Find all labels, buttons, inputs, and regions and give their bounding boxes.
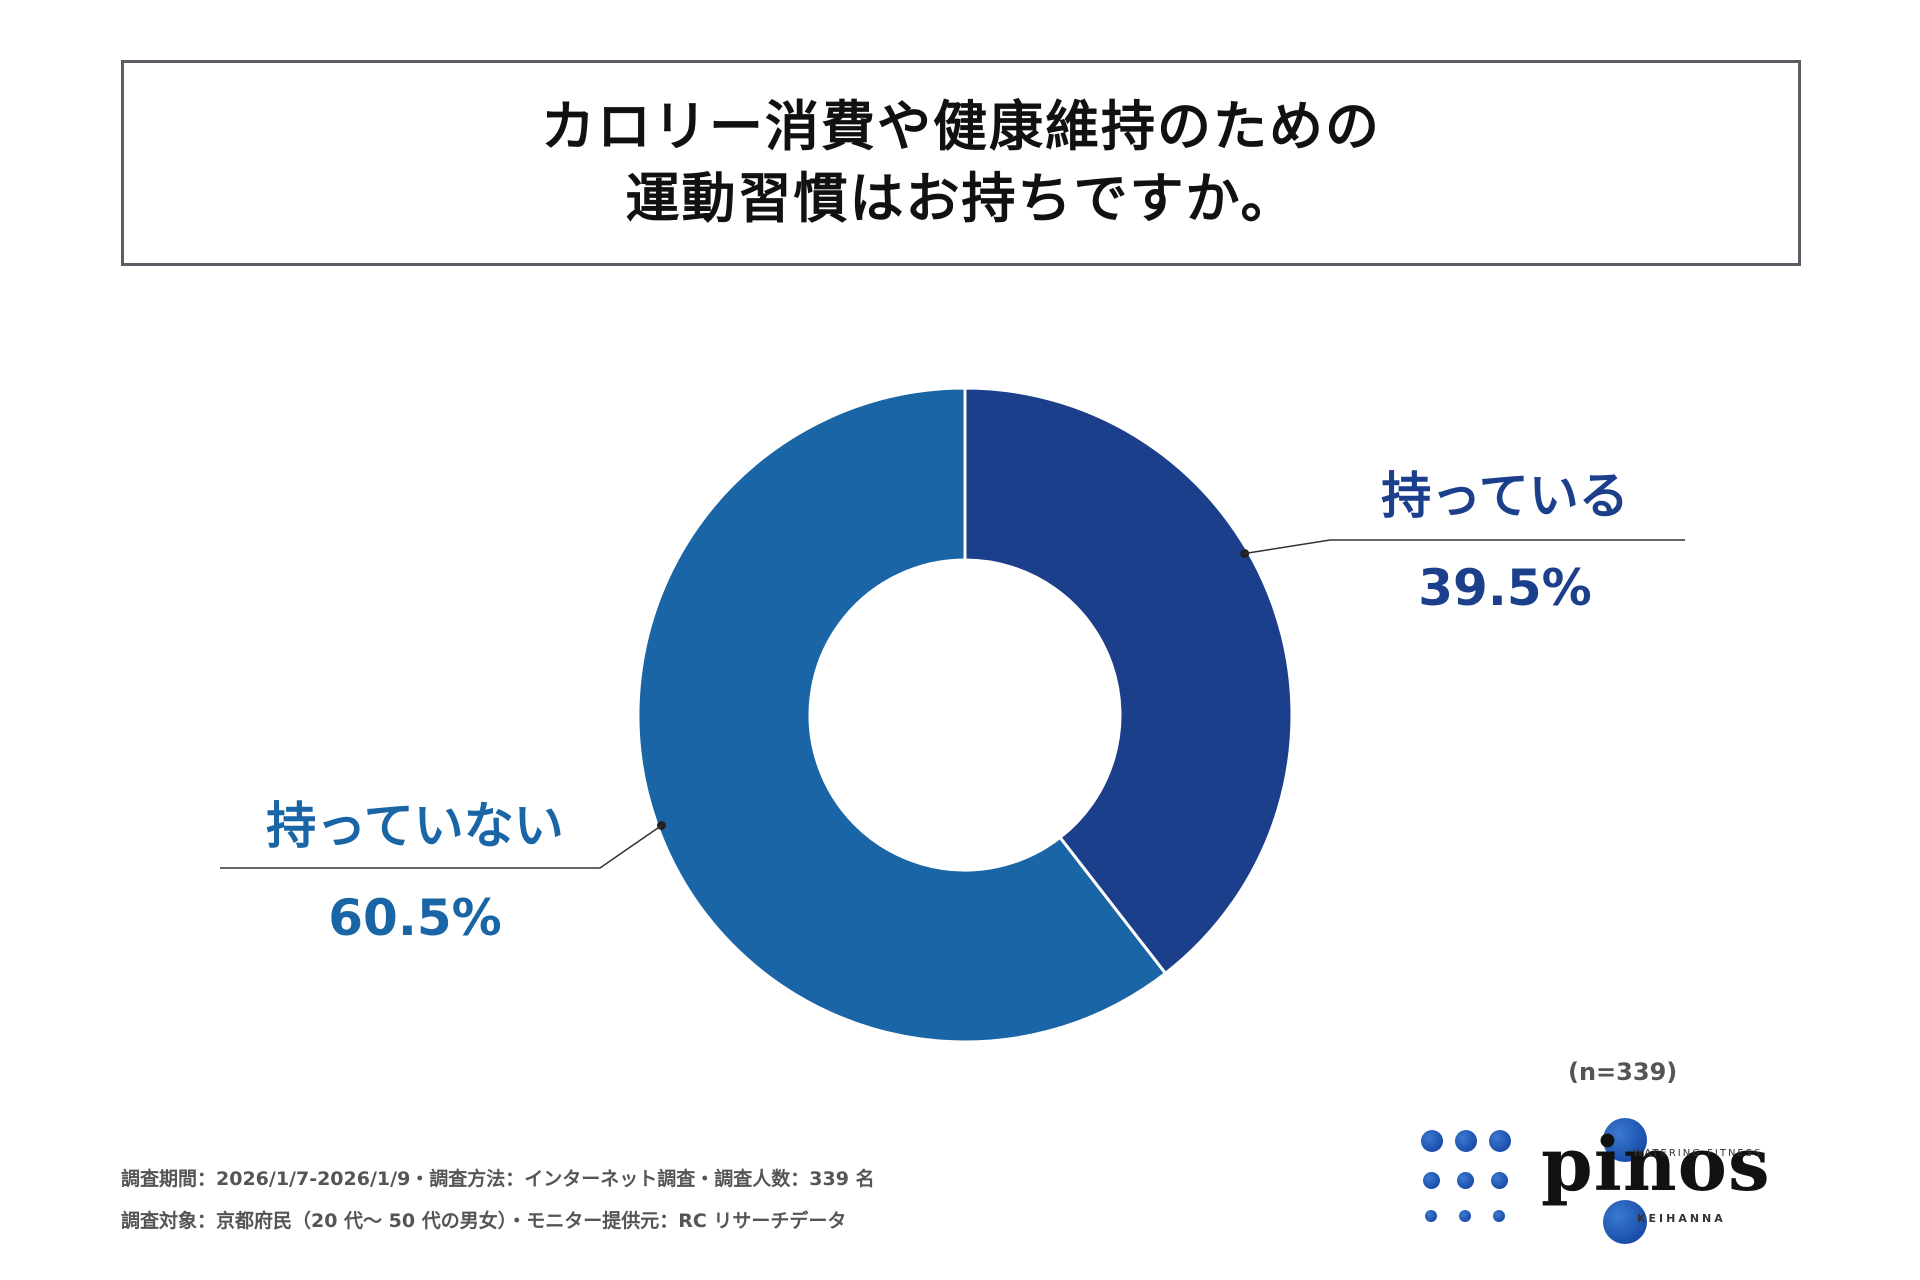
donut-labels: 持っている 39.5% 持っていない 60.5%	[220, 467, 1685, 947]
sample-size-label: (n=339)	[1568, 1058, 1678, 1086]
donut-slice	[636, 386, 1168, 1044]
logo-i-dot	[1603, 1200, 1647, 1244]
logo-dot	[1455, 1130, 1477, 1152]
slice-value-label: 60.5%	[328, 889, 501, 947]
donut-slice	[963, 386, 1294, 976]
logo-dot	[1425, 1210, 1437, 1222]
donut-slices	[636, 386, 1294, 1044]
logo-subtitle: KEIHANNA	[1637, 1212, 1726, 1225]
chart-title-line-2: 運動習慣はお持ちですか。	[625, 167, 1297, 230]
logo-dot	[1423, 1172, 1440, 1189]
slice-category-label: 持っている	[1381, 467, 1629, 525]
title-box: カロリー消費や健康維持のための 運動習慣はお持ちですか。	[121, 60, 1801, 266]
logo-dot	[1489, 1130, 1511, 1152]
logo-dot	[1491, 1172, 1508, 1189]
survey-note-period: 調査期間：2026/1/7-2026/1/9・調査方法：インターネット調査・調査…	[121, 1168, 875, 1190]
slice-category-label: 持っていない	[266, 797, 564, 855]
leader-line	[220, 824, 662, 869]
logo-i-dot	[1603, 1118, 1647, 1162]
survey-note-target: 調査対象：京都府民（20 代～ 50 代の男女）・モニター提供元：RC リサーチ…	[121, 1210, 847, 1232]
pinos-logo: pinos WATERING FITNESS KEIHANNA	[1415, 1110, 1815, 1245]
logo-dot	[1421, 1130, 1443, 1152]
leader-line	[1244, 539, 1685, 555]
logo-dot	[1493, 1210, 1505, 1222]
logo-dot	[1457, 1172, 1474, 1189]
logo-tagline: WATERING FITNESS	[1633, 1148, 1763, 1159]
logo-dot	[1459, 1210, 1471, 1222]
chart-title-line-1: カロリー消費や健康維持のための	[541, 95, 1381, 158]
logo-wordmark: pinos	[1541, 1122, 1771, 1208]
slice-value-label: 39.5%	[1418, 559, 1591, 617]
